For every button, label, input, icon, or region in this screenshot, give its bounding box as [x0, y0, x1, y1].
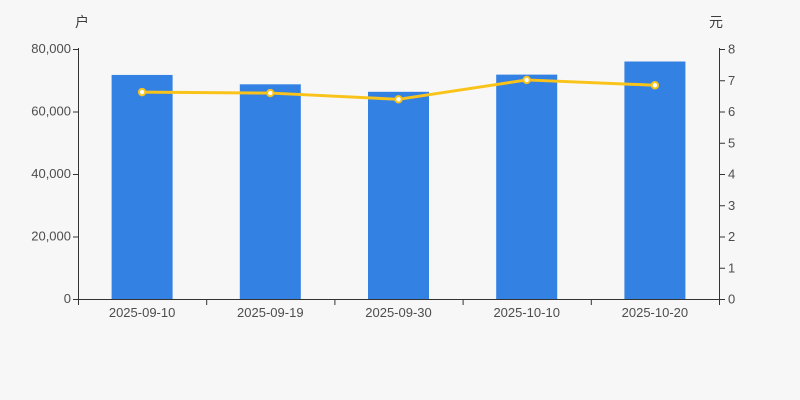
- bar[interactable]: [368, 91, 429, 299]
- left-tick-label: 20,000: [31, 229, 71, 244]
- bar[interactable]: [496, 74, 558, 299]
- bar[interactable]: [111, 74, 173, 299]
- right-tick-label: 6: [728, 104, 735, 119]
- line-series-group: [137, 75, 660, 104]
- right-tick-label: 7: [728, 73, 735, 88]
- left-tick-label: 80,000: [31, 41, 71, 56]
- left-tick-label: 40,000: [31, 166, 71, 181]
- right-tick-label: 4: [728, 167, 735, 182]
- right-tick-label: 1: [728, 260, 735, 275]
- line-marker[interactable]: [522, 75, 531, 85]
- x-axis-labels: 2025-09-10 2025-09-19 2025-09-30 2025-10…: [109, 305, 688, 320]
- right-tick-label: 8: [728, 42, 735, 57]
- right-tick-label: 2: [728, 229, 735, 244]
- x-tick-label: 2025-10-20: [622, 305, 689, 320]
- left-axis-unit-label: 户: [75, 14, 89, 30]
- line-marker[interactable]: [266, 88, 275, 98]
- x-tick-label: 2025-09-30: [365, 305, 432, 320]
- axis-ticks: [73, 49, 725, 305]
- x-tick-label: 2025-09-10: [109, 305, 176, 320]
- bars-group: [111, 61, 686, 300]
- right-axis-labels: 0 1 2 3 4 5 6 7 8: [728, 42, 735, 307]
- x-tick-label: 2025-09-19: [237, 305, 304, 320]
- left-tick-label: 60,000: [31, 104, 71, 119]
- x-tick-label: 2025-10-10: [493, 305, 560, 320]
- line-marker[interactable]: [394, 95, 403, 104]
- bar[interactable]: [239, 84, 301, 299]
- line-marker[interactable]: [650, 81, 660, 90]
- right-tick-label: 0: [728, 292, 735, 307]
- bar[interactable]: [624, 61, 686, 300]
- left-tick-label: 0: [64, 291, 71, 306]
- right-tick-label: 3: [728, 198, 735, 213]
- line-marker[interactable]: [137, 87, 147, 97]
- left-axis-labels: 0 20,000 40,000 60,000 80,000: [31, 41, 71, 306]
- right-axis-unit-label: 元: [709, 14, 723, 30]
- axes: [78, 48, 720, 300]
- right-tick-label: 5: [728, 135, 735, 150]
